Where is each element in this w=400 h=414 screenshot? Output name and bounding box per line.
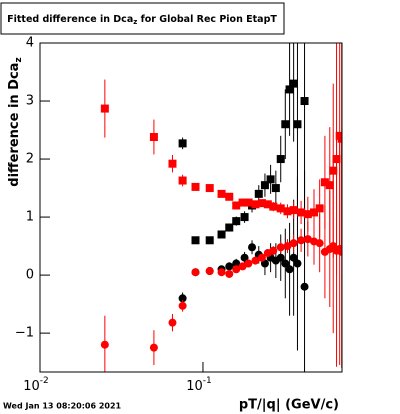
marker-circle bbox=[149, 343, 158, 352]
marker-square bbox=[289, 206, 298, 215]
marker-square bbox=[289, 79, 298, 88]
plot-area bbox=[100, 43, 342, 372]
series-layer bbox=[100, 43, 342, 372]
marker-circle bbox=[303, 235, 312, 244]
marker-square bbox=[178, 176, 187, 185]
y-tick-label: 0 bbox=[26, 268, 34, 283]
marker-circle bbox=[232, 259, 241, 268]
marker-square bbox=[283, 207, 292, 216]
y-axis-label: difference in Dcaz bbox=[7, 57, 24, 186]
marker-circle bbox=[178, 301, 187, 310]
marker-circle bbox=[205, 267, 214, 276]
marker-circle bbox=[217, 268, 226, 277]
marker-square bbox=[254, 189, 263, 198]
marker-circle bbox=[300, 282, 309, 291]
frame bbox=[39, 42, 343, 373]
marker-square bbox=[178, 139, 187, 148]
marker-circle bbox=[178, 294, 187, 303]
marker-square bbox=[266, 175, 275, 184]
chart-title: Fitted difference in Dcaz for Global Rec… bbox=[7, 14, 277, 27]
marker-square bbox=[325, 181, 334, 190]
marker-circle bbox=[276, 253, 285, 262]
marker-circle bbox=[232, 265, 241, 274]
marker-circle bbox=[281, 259, 290, 268]
marker-circle bbox=[240, 253, 249, 262]
tick-base: 10 bbox=[23, 379, 40, 394]
marker-square bbox=[263, 200, 272, 209]
x-tick-label: 10-2 bbox=[23, 376, 49, 394]
marker-square bbox=[217, 189, 226, 198]
tick-exponent: -1 bbox=[203, 376, 212, 386]
marker-circle bbox=[257, 253, 266, 262]
marker-square bbox=[238, 198, 247, 207]
marker-square bbox=[303, 210, 312, 219]
y-tick-label: 1 bbox=[26, 210, 34, 225]
marker-circle bbox=[289, 253, 298, 262]
marker-circle bbox=[285, 265, 294, 274]
marker-circle bbox=[168, 318, 177, 327]
marker-circle bbox=[244, 259, 253, 268]
marker-square bbox=[251, 200, 260, 209]
marker-square bbox=[276, 204, 285, 213]
marker-square bbox=[205, 236, 214, 245]
x-tick-label: 10-1 bbox=[186, 376, 212, 394]
marker-square bbox=[257, 199, 266, 208]
marker-circle bbox=[276, 243, 285, 252]
y-tick-label: 3 bbox=[26, 94, 34, 109]
marker-circle bbox=[315, 239, 324, 248]
marker-square bbox=[309, 208, 318, 217]
marker-circle bbox=[100, 340, 109, 349]
marker-square bbox=[276, 155, 285, 164]
marker-circle bbox=[225, 269, 234, 278]
y-tick-label: 4 bbox=[26, 36, 34, 51]
marker-circle bbox=[297, 236, 306, 245]
marker-square bbox=[205, 184, 214, 193]
marker-circle bbox=[248, 243, 257, 252]
marker-square bbox=[232, 217, 241, 226]
marker-square bbox=[297, 208, 306, 217]
marker-circle bbox=[225, 262, 234, 271]
marker-circle bbox=[289, 239, 298, 248]
marker-square bbox=[168, 159, 177, 168]
marker-square bbox=[240, 213, 249, 222]
title-box bbox=[0, 2, 285, 35]
marker-square bbox=[191, 236, 200, 245]
marker-square bbox=[271, 184, 280, 193]
marker-square bbox=[225, 192, 234, 201]
marker-square bbox=[293, 120, 302, 129]
marker-square bbox=[285, 85, 294, 94]
marker-square bbox=[225, 223, 234, 232]
tick-base: 10 bbox=[186, 379, 203, 394]
marker-square bbox=[217, 230, 226, 239]
x-axis-label: pT/|q| (GeV/c) bbox=[239, 398, 339, 413]
marker-circle bbox=[269, 246, 278, 255]
marker-square bbox=[269, 202, 278, 211]
marker-circle bbox=[293, 259, 302, 268]
marker-square bbox=[320, 178, 329, 187]
y-tick-label: −1 bbox=[15, 326, 34, 341]
marker-square bbox=[260, 181, 269, 190]
marker-square bbox=[232, 201, 241, 210]
marker-square bbox=[149, 133, 158, 141]
y-tick-label: 2 bbox=[26, 152, 34, 167]
tick-exponent: -2 bbox=[40, 376, 49, 386]
timestamp: Wed Jan 13 08:20:06 2021 bbox=[3, 402, 122, 411]
marker-square bbox=[315, 204, 324, 213]
marker-circle bbox=[251, 256, 260, 265]
marker-square bbox=[191, 182, 200, 191]
marker-square bbox=[281, 120, 290, 129]
marker-square bbox=[100, 104, 109, 113]
marker-circle bbox=[337, 247, 342, 256]
marker-square bbox=[244, 198, 253, 207]
marker-circle bbox=[283, 242, 292, 251]
marker-circle bbox=[191, 268, 200, 277]
marker-square bbox=[300, 97, 309, 106]
